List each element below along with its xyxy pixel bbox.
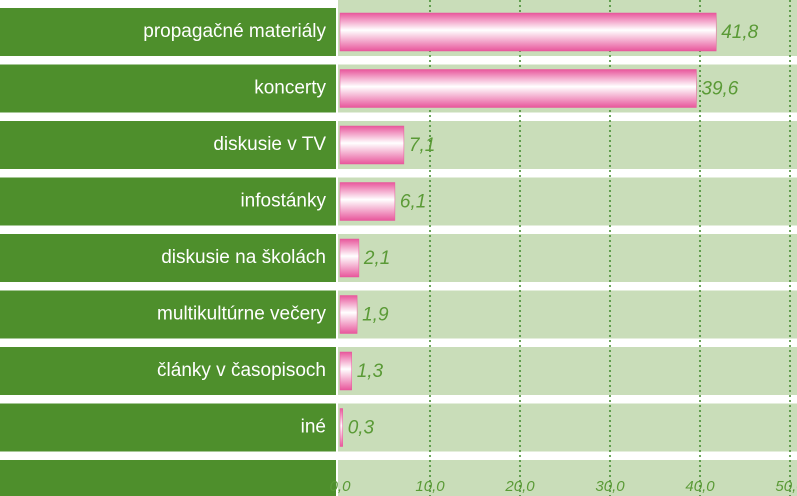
- category-label: koncerty: [254, 78, 326, 99]
- row-separator: [336, 282, 797, 291]
- bar: [339, 238, 360, 278]
- value-label: 7,1: [409, 135, 435, 156]
- value-label: 1,9: [362, 305, 389, 326]
- row-separator: [336, 56, 797, 65]
- x-tick-label: 40,0: [685, 478, 715, 495]
- bar: [339, 408, 343, 447]
- value-label: 41,8: [721, 22, 758, 43]
- label-box: [0, 403, 336, 452]
- label-box: [0, 8, 336, 56]
- x-tick-label: 50,0: [775, 478, 797, 495]
- row-separator: [336, 395, 797, 404]
- label-box: [0, 121, 336, 169]
- x-tick-label: 0,0: [330, 478, 352, 495]
- x-tick-label: 20,0: [504, 478, 535, 495]
- value-label: 0,3: [348, 418, 375, 439]
- category-label: články v časopisoch: [157, 360, 326, 381]
- bar: [339, 295, 358, 334]
- category-label: multikultúrne večery: [157, 304, 326, 325]
- row-separator: [336, 112, 797, 121]
- value-label: 1,3: [357, 361, 384, 382]
- label-box: [0, 177, 336, 226]
- row-separator: [336, 169, 797, 178]
- category-label: iné: [301, 417, 326, 438]
- label-box: [0, 290, 336, 339]
- row-separator: [336, 338, 797, 347]
- label-box: [0, 460, 336, 496]
- bar: [339, 12, 717, 52]
- category-label: propagačné materiály: [143, 21, 326, 42]
- bar: [339, 69, 697, 108]
- row-separator: [336, 451, 797, 460]
- value-label: 2,1: [363, 248, 390, 269]
- value-label: 39,6: [701, 79, 738, 100]
- label-box: [0, 347, 336, 395]
- category-label: infostánky: [240, 191, 326, 212]
- category-label: diskusie na školách: [161, 247, 326, 268]
- bar: [339, 182, 396, 221]
- label-box: [0, 234, 336, 282]
- value-label: 6,1: [400, 192, 426, 213]
- category-label: diskusie v TV: [213, 134, 326, 155]
- x-tick-label: 10,0: [415, 478, 445, 495]
- bar: [339, 351, 352, 391]
- row-separator: [336, 225, 797, 234]
- row-separator: [336, 0, 338, 496]
- label-box: [0, 64, 336, 113]
- x-tick-label: 30,0: [595, 478, 625, 495]
- bar: [339, 125, 405, 165]
